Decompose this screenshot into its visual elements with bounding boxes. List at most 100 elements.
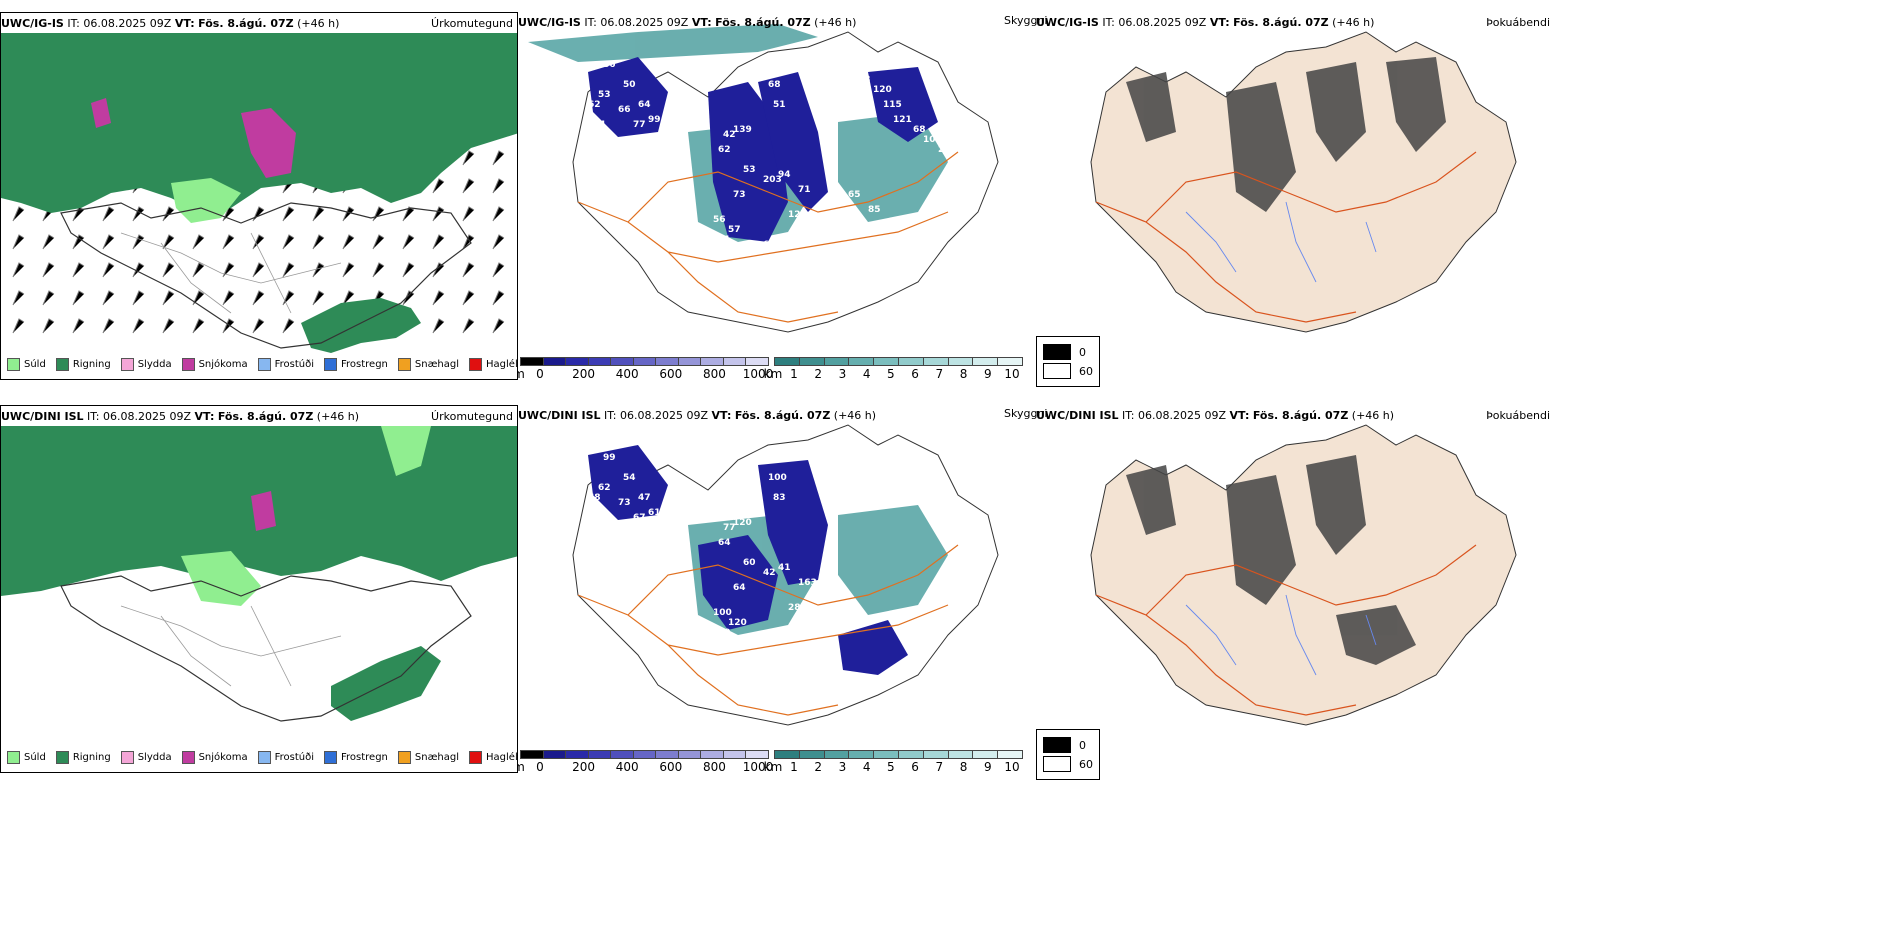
- wind-barb: [132, 234, 145, 250]
- legend-item-5: Frostregn: [324, 358, 388, 371]
- colorbar-cell: [873, 750, 899, 759]
- wind-barb: [72, 234, 85, 250]
- snow-area: [241, 108, 296, 178]
- cloudbase-label: 64: [718, 538, 731, 548]
- legend-swatch: [469, 358, 483, 371]
- wind-barb: [252, 318, 265, 334]
- wind-barb: [42, 290, 55, 306]
- cloudbase-label: 77: [723, 523, 736, 533]
- wind-barb: [492, 206, 505, 222]
- cloudbase-label: 66: [618, 105, 631, 115]
- cloudbase-label: 68: [768, 80, 781, 90]
- iceland-land: [1090, 424, 1517, 726]
- legend-swatch: [7, 751, 20, 764]
- cloudbase-label: 94: [778, 170, 791, 180]
- colorbar-tick: 7: [935, 367, 944, 380]
- wind-barb: [282, 206, 295, 222]
- colorbar-tick: 10: [1004, 760, 1020, 773]
- colorbar-tick: 1000: [742, 760, 774, 773]
- cloudbase-label: 62: [598, 483, 611, 493]
- wind-barb: [312, 290, 325, 306]
- legend-label: Snjókoma: [198, 752, 248, 763]
- cloudbase-label: 79: [718, 628, 731, 638]
- legend-item-1: Rigning: [55, 358, 111, 371]
- colorbar-cell: [520, 357, 544, 366]
- colorbar-cell: [897, 357, 924, 366]
- iceland-outline: [60, 575, 472, 722]
- cloudbase-label: 85: [868, 205, 881, 215]
- panel-header: UWC/DINI ISL IT: 06.08.2025 09Z VT: Fös.…: [518, 409, 877, 422]
- colorbar-cell: [745, 357, 770, 366]
- cloud-areas: [588, 57, 938, 242]
- wind-barb: [162, 262, 175, 278]
- precip-legend: Súld Rigning Slydda Snjókoma Frostúði Frostre…: [7, 358, 517, 371]
- drizzle-area-2: [381, 426, 431, 476]
- wind-barb: [222, 262, 235, 278]
- cloudbase-label: 67: [633, 513, 646, 523]
- cloud-areas: [588, 445, 908, 675]
- legend-item-7: Haglél: [469, 358, 517, 371]
- legend-label: Frostúði: [274, 359, 314, 370]
- fog-legend-row2: 0 60: [1036, 729, 1100, 780]
- wind-barb: [102, 234, 115, 250]
- visibility-colorbar: km 1 2 3 4 5 6 7 8 9 10: [764, 357, 1023, 380]
- cloudbase-label: 43: [858, 75, 871, 85]
- wind-barb: [12, 290, 25, 306]
- wind-barb: [192, 234, 205, 250]
- precip-legend: Súld Rigning Slydda Snjókoma Frostúði Frostre…: [7, 751, 517, 764]
- roads: [577, 151, 959, 323]
- roads: [1095, 544, 1477, 716]
- precip-type-map-row1: UWC/IG-IS IT: 06.08.2025 09Z VT: Fös. 8.…: [0, 12, 518, 380]
- wind-barb: [72, 290, 85, 306]
- colorbar-cell: [565, 357, 589, 366]
- legend-label: Súld: [24, 359, 46, 370]
- legend-label: Frostregn: [341, 752, 388, 763]
- wind-barb: [252, 290, 265, 306]
- precip-map-svg: [1, 33, 517, 353]
- wind-barb: [372, 262, 385, 278]
- legend-swatch: [257, 751, 271, 764]
- precip-type-map-row2: UWC/DINI ISL IT: 06.08.2025 09Z VT: Fös.…: [0, 405, 518, 773]
- colorbar-cell: [873, 357, 899, 366]
- cloudbase-label: 48: [838, 265, 851, 275]
- wind-barb: [402, 234, 415, 250]
- colorbar-cell: [587, 357, 612, 366]
- wind-barb: [282, 318, 295, 334]
- colorbar-tick: 1: [790, 760, 798, 773]
- wind-barb: [462, 206, 475, 222]
- legend-swatch: [397, 358, 411, 371]
- cloudbase-label: 53: [743, 165, 756, 175]
- cloudbase-label: 64: [733, 583, 746, 593]
- colorbar-tick: 0: [536, 367, 544, 380]
- colorbar-tick: 8: [959, 760, 968, 773]
- wind-barb: [42, 318, 55, 334]
- fog-map-svg: [1090, 31, 1517, 333]
- cloudbase-label: 109: [923, 135, 942, 145]
- colorbar-tick: 6: [911, 760, 919, 773]
- legend-swatch: [55, 751, 69, 764]
- legend-item-2: Slydda: [120, 751, 172, 764]
- visibility-colorbar: km 1 2 3 4 5 6 7 8 9 10: [764, 750, 1023, 773]
- legend-swatch: [397, 751, 411, 764]
- fog-areas: [1126, 57, 1446, 212]
- panel-title: Þokuábendi: [1486, 409, 1550, 422]
- wind-barb: [282, 290, 295, 306]
- colorbar-tick: 7: [935, 760, 944, 773]
- cloudbase-label: 41: [778, 563, 791, 573]
- cloudbase-label: 42: [723, 130, 736, 140]
- cloudbase-label: 36: [883, 493, 896, 503]
- wind-barb: [192, 290, 205, 306]
- colorbar-cell: [610, 357, 634, 366]
- legend-item-7: Haglél: [469, 751, 517, 764]
- wind-barb: [132, 206, 145, 222]
- colorbar-cell: [823, 357, 850, 366]
- cloudbase-label: 61: [648, 508, 661, 518]
- cloudbase-label: 51: [718, 235, 731, 245]
- wind-barb: [492, 178, 505, 194]
- colorbar-cell: [947, 357, 974, 366]
- colorbar-cell: [542, 750, 567, 759]
- fog-low-swatch: [1043, 756, 1071, 772]
- cloudbase-map-row1: UWC/IG-IS IT: 06.08.2025 09Z VT: Fös. 8.…: [518, 12, 1036, 380]
- cloudbase-label: 27: [938, 145, 951, 155]
- cloudbase-label: 73: [733, 190, 746, 200]
